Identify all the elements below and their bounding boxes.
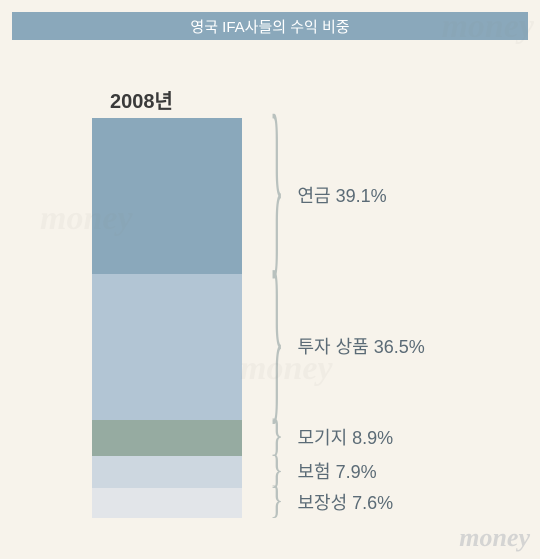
segment-label-text: 투자 상품 36.5%	[297, 333, 424, 359]
bar-segment	[92, 456, 242, 488]
watermark-logo: money	[459, 523, 530, 553]
segment-label-text: 연금 39.1%	[297, 182, 386, 208]
title-bar: 영국 IFA사들의 수익 비중	[12, 12, 528, 40]
segment-label-text: 모기지 8.9%	[297, 424, 393, 450]
year-label: 2008년	[110, 85, 173, 114]
segment-label-row: }보장성 7.6%	[270, 489, 393, 515]
bar-segment	[92, 488, 242, 518]
segment-label-text: 보험 7.9%	[297, 458, 376, 484]
segment-label-row: }투자 상품 36.5%	[270, 333, 425, 359]
bar-segment	[92, 274, 242, 420]
bar-segment	[92, 420, 242, 456]
segment-label-row: }연금 39.1%	[270, 182, 387, 208]
title-text: 영국 IFA사들의 수익 비중	[190, 16, 349, 37]
segment-label-text: 보장성 7.6%	[297, 489, 393, 515]
segment-label-row: }보험 7.9%	[270, 458, 377, 484]
bar-segment	[92, 118, 242, 274]
segment-label-row: }모기지 8.9%	[270, 424, 393, 450]
stacked-bar	[92, 118, 242, 518]
